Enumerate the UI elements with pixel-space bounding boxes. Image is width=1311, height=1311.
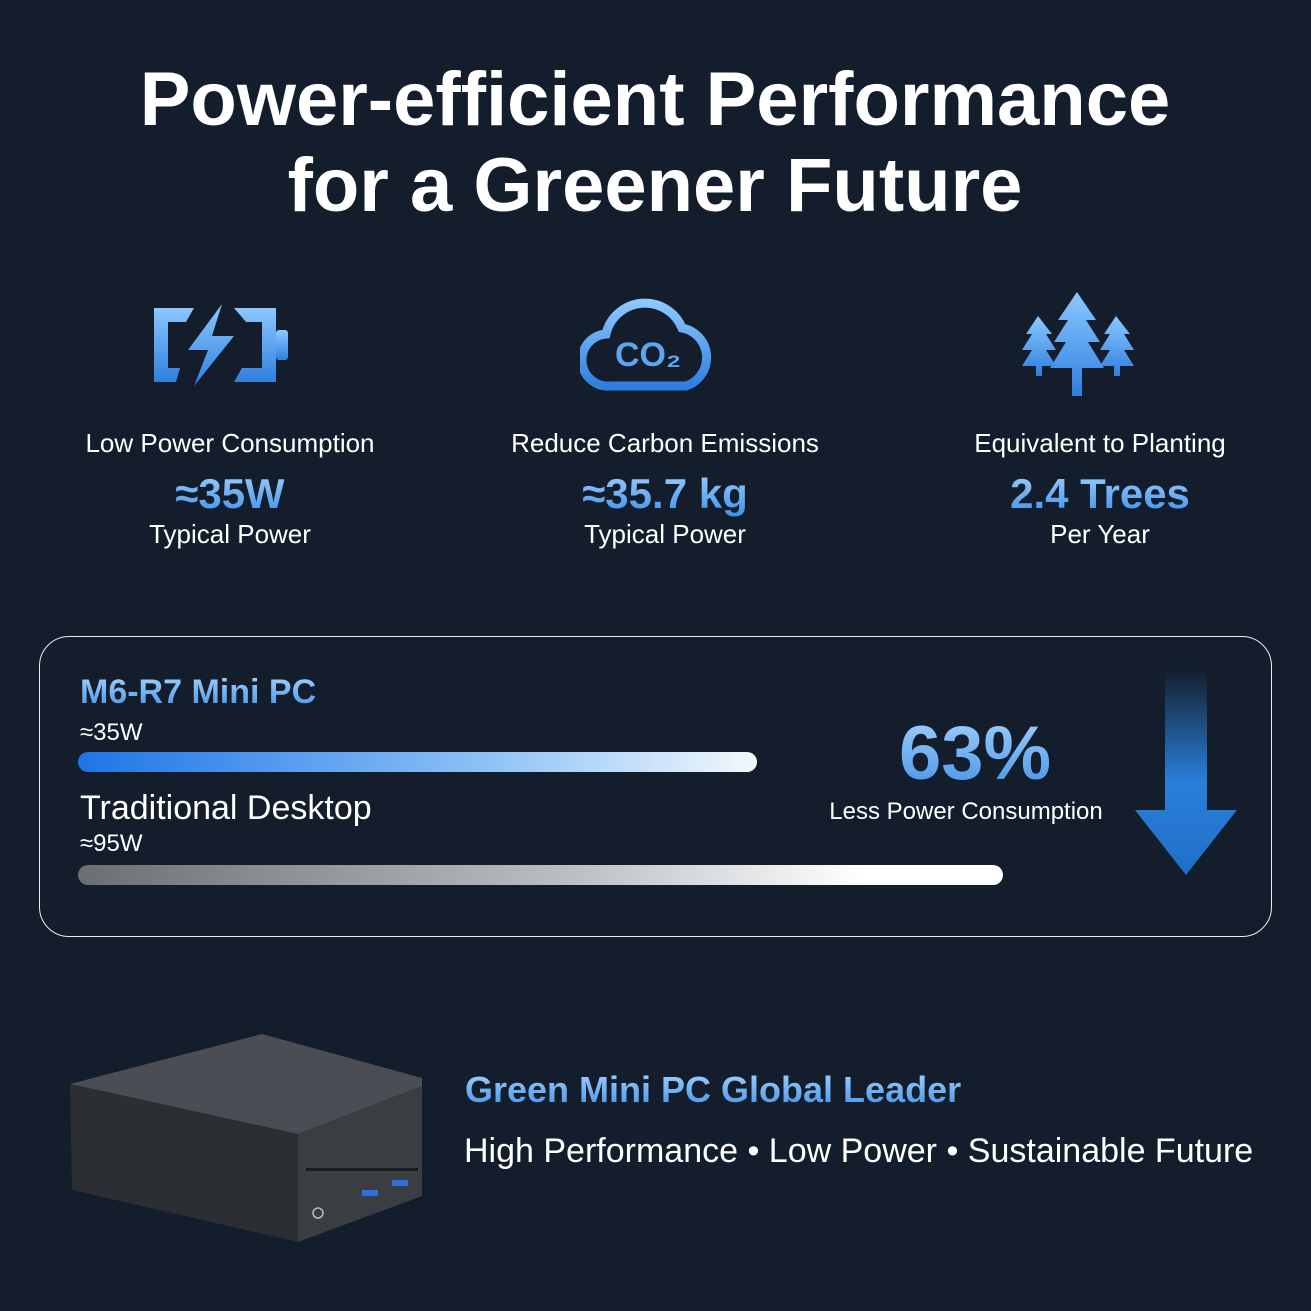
stat-caption: Typical Power: [149, 519, 311, 549]
stat-label: Reduce Carbon Emissions: [511, 428, 819, 458]
cloud-icon: CO₂: [580, 298, 712, 391]
power-bar: [78, 865, 1003, 885]
item-value: ≈95W: [80, 830, 143, 857]
stat-value: 2.4 Trees: [1010, 470, 1190, 517]
footer-headline: Green Mini PC Global Leader: [465, 1069, 962, 1110]
comparison-box: [39, 636, 1272, 937]
footer-tagline: High Performance • Low Power • Sustainab…: [464, 1132, 1254, 1170]
stat-value: ≈35W: [175, 470, 285, 517]
title-line: Power-efficient Performance: [139, 57, 1171, 142]
title-line: for a Greener Future: [287, 143, 1023, 228]
down-arrow: [1135, 668, 1237, 875]
power-bar: [78, 752, 757, 772]
percent: 63%: [898, 711, 1052, 796]
percent-caption: Less Power Consumption: [829, 798, 1103, 825]
battery-icon: [154, 304, 288, 386]
stat-label: Equivalent to Planting: [974, 428, 1226, 458]
trees-icon: [1022, 292, 1134, 396]
stat-caption: Per Year: [1050, 519, 1150, 549]
mini-pc-image: [70, 1034, 422, 1242]
stat-caption: Typical Power: [584, 519, 746, 549]
stat-label: Low Power Consumption: [85, 428, 375, 458]
item-name: Traditional Desktop: [80, 789, 372, 827]
stat-value: ≈35.7 kg: [582, 470, 748, 517]
item-value: ≈35W: [80, 719, 143, 746]
item-name: M6-R7 Mini PC: [80, 673, 317, 711]
icon-text: CO₂: [615, 336, 681, 374]
